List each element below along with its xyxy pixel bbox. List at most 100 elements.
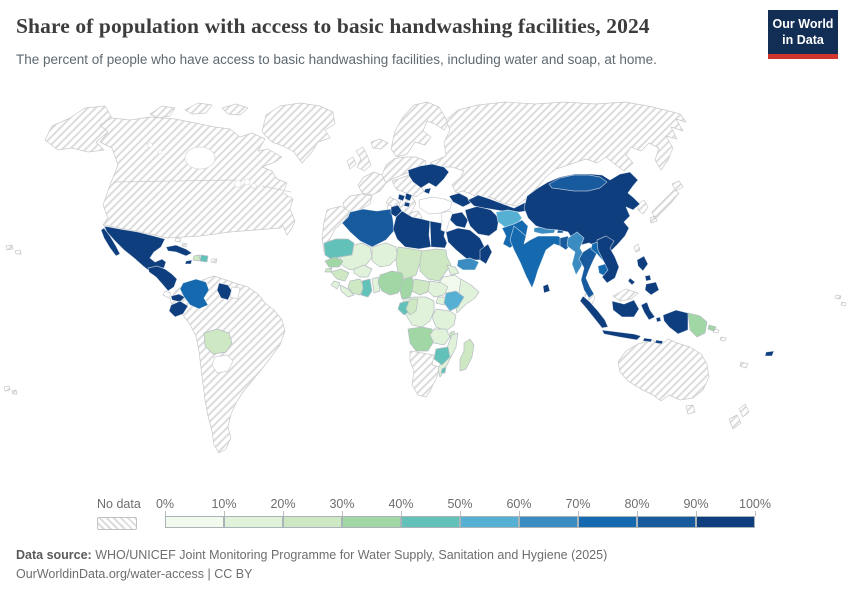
country-suriname[interactable] [229,286,241,300]
country-liberia[interactable] [339,284,355,298]
legend-tick-mark [578,511,579,516]
country-guinea[interactable] [330,268,350,282]
country-india[interactable] [509,225,565,289]
country-panama[interactable] [170,293,186,303]
country-gabon[interactable] [397,300,411,316]
country-algeria[interactable] [341,208,395,248]
country-bosnia-and-herzegovina[interactable] [397,193,406,202]
country-thailand[interactable] [578,246,598,299]
country-yemen[interactable] [456,257,480,271]
legend-bin-70-80%[interactable] [578,516,637,528]
country-cuba[interactable] [165,244,193,257]
country-ghana[interactable] [360,278,373,298]
country-philippines[interactable] [627,255,660,296]
country-papua-new-guinea[interactable] [687,312,717,338]
country-mexico[interactable] [100,225,167,273]
country-costa-rica[interactable] [162,290,172,299]
country-iraq[interactable] [449,211,469,229]
legend-tick-label: 20% [270,497,296,511]
country-bolivia[interactable] [203,328,233,355]
country-south-sudan[interactable] [427,280,449,298]
country-cameroon[interactable] [399,276,415,300]
country-guinea-bissau[interactable] [324,267,333,273]
country-madagascar[interactable] [459,338,475,372]
region-new-zealand[interactable] [728,403,750,430]
country-kenya[interactable] [443,290,465,312]
region-arctic-islands[interactable] [149,102,249,119]
country-sierra-leone[interactable] [330,280,341,290]
country-zambia[interactable] [429,328,451,346]
country-guatemala-honduras-nicaragua[interactable] [147,265,178,292]
region-taiwan[interactable] [633,243,641,253]
country-fiji[interactable] [764,350,775,357]
country-indonesia[interactable] [579,295,689,345]
region-pacific-islands[interactable] [712,294,847,369]
country-china[interactable] [523,171,641,253]
country-niger[interactable] [371,242,399,268]
country-chad[interactable] [395,246,423,280]
region-hawaii[interactable] [5,244,22,255]
country-eritrea[interactable] [446,264,460,276]
country-ukraine[interactable] [407,163,450,189]
region-alaska-chukotka[interactable] [44,105,113,153]
country-paraguay[interactable] [211,354,234,374]
country-sudan[interactable] [419,248,452,282]
country-zimbabwe[interactable] [433,346,451,366]
country-turkey[interactable] [418,196,453,215]
country-vietnam[interactable] [596,235,620,284]
lake-great-bear [147,142,153,148]
country-jamaica[interactable] [184,259,193,265]
legend-bin-80-90%[interactable] [637,516,696,528]
region-southern-africa-no-data[interactable] [409,350,441,398]
legend-bin-40-50%[interactable] [401,516,460,528]
country-dominican-republic[interactable] [199,254,209,263]
legend-bin-20-30%[interactable] [283,516,342,528]
region-australia[interactable] [617,338,710,415]
country-north-macedonia[interactable] [403,201,411,208]
country-ecuador[interactable] [168,300,189,318]
region-scandinavia[interactable] [390,101,449,158]
legend-no-data-swatch[interactable] [97,517,137,530]
country-libya[interactable] [392,210,432,250]
region-bahamas[interactable] [174,237,188,248]
country-guyana[interactable] [216,282,233,301]
legend-bin-30-40%[interactable] [342,516,401,528]
region-greenland[interactable] [261,102,336,164]
country-crimea[interactable] [423,187,432,195]
country-haiti[interactable] [192,254,201,262]
legend-bin-50-60%[interactable] [460,516,519,528]
region-morocco-western-sahara[interactable] [321,205,351,253]
country-tanzania[interactable] [431,308,457,332]
country-colombia[interactable] [179,278,210,310]
country-angola[interactable] [407,326,435,352]
country-congo[interactable] [405,298,419,316]
country-sri-lanka[interactable] [542,283,551,294]
country-myanmar[interactable] [566,231,586,276]
region-united-kingdom[interactable] [355,146,372,172]
legend-bin-60-70%[interactable] [519,516,578,528]
country-eswatini[interactable] [440,366,447,374]
legend-no-data[interactable]: No data [97,497,141,530]
region-japan[interactable] [649,180,684,224]
legend-bin-90-100%[interactable] [696,516,755,528]
region-iceland[interactable] [370,138,389,150]
region-french-polynesia[interactable] [3,385,18,395]
legend-bin-0-10%[interactable] [165,516,224,528]
country-oman[interactable] [479,243,493,265]
country-serbia[interactable] [404,192,413,202]
region-korea[interactable] [637,199,649,215]
country-senegal[interactable] [324,256,344,268]
country-nigeria[interactable] [377,270,405,296]
country-uganda[interactable] [435,296,447,306]
country-togo-benin[interactable] [371,276,381,294]
owid-logo[interactable]: Our World in Data [768,10,838,59]
legend-tick-label: 10% [211,497,237,511]
region-puerto-rico[interactable] [210,258,218,264]
region-ireland[interactable] [346,156,357,170]
legend-bin-10-20%[interactable] [224,516,283,528]
region-france[interactable] [357,171,387,196]
footer-attribution[interactable]: OurWorldinData.org/water-access | CC BY [16,567,253,581]
country-cote-divoire[interactable] [347,278,365,296]
country-mongolia[interactable] [548,174,608,192]
country-burkina-faso[interactable] [353,264,373,278]
